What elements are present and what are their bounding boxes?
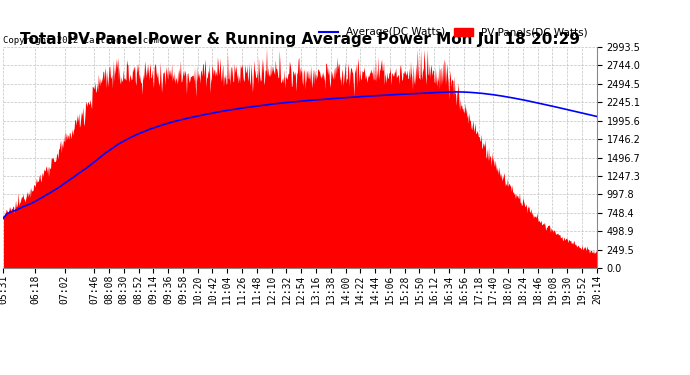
Legend: Average(DC Watts), PV Panels(DC Watts): Average(DC Watts), PV Panels(DC Watts) [315,23,591,42]
Title: Total PV Panel Power & Running Average Power Mon Jul 18 20:29: Total PV Panel Power & Running Average P… [20,32,580,47]
Text: Copyright 2022 Cartronics.com: Copyright 2022 Cartronics.com [3,36,159,45]
